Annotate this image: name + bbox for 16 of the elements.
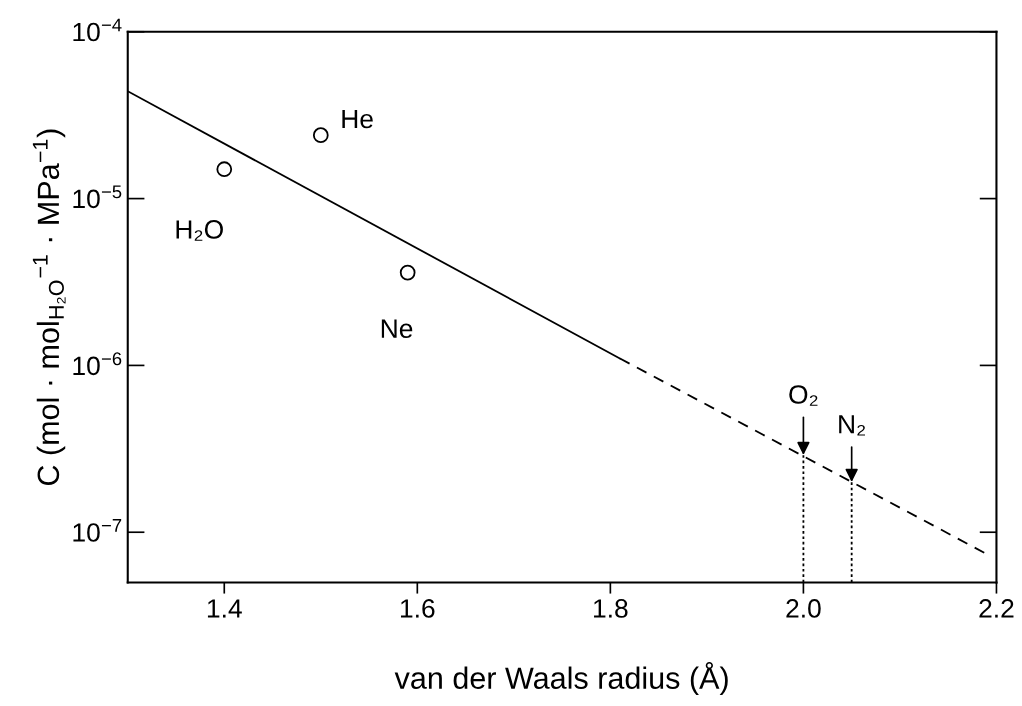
x-tick-label: 2.0 (786, 599, 821, 618)
y-tick-label: 10$^{−7}$ (73, 519, 122, 542)
annotation: He (342, 109, 373, 129)
x-tick-label: 2.2 (979, 599, 1014, 618)
x-tick-label: 1.8 (594, 599, 628, 618)
annotation: Ne (381, 319, 413, 339)
y-tick-label: 10$^{−5}$ (73, 185, 122, 209)
y-axis-title: C (mol · mol$_{H₂O}$$^{−1}$ · MPa$^{−1}$) (32, 129, 66, 486)
x-tick-label: 1.4 (207, 599, 242, 618)
x-axis-title: van der Waals radius (Å) (394, 661, 728, 695)
annotation: O₂ (789, 385, 818, 406)
y-tick-label: 10$^{−6}$ (73, 352, 122, 376)
x-tick-label: 1.6 (400, 599, 435, 618)
y-tick-label: 10$^{−4}$ (73, 18, 122, 42)
annotation: H₂O (176, 220, 223, 241)
annotation: N₂ (839, 415, 865, 436)
